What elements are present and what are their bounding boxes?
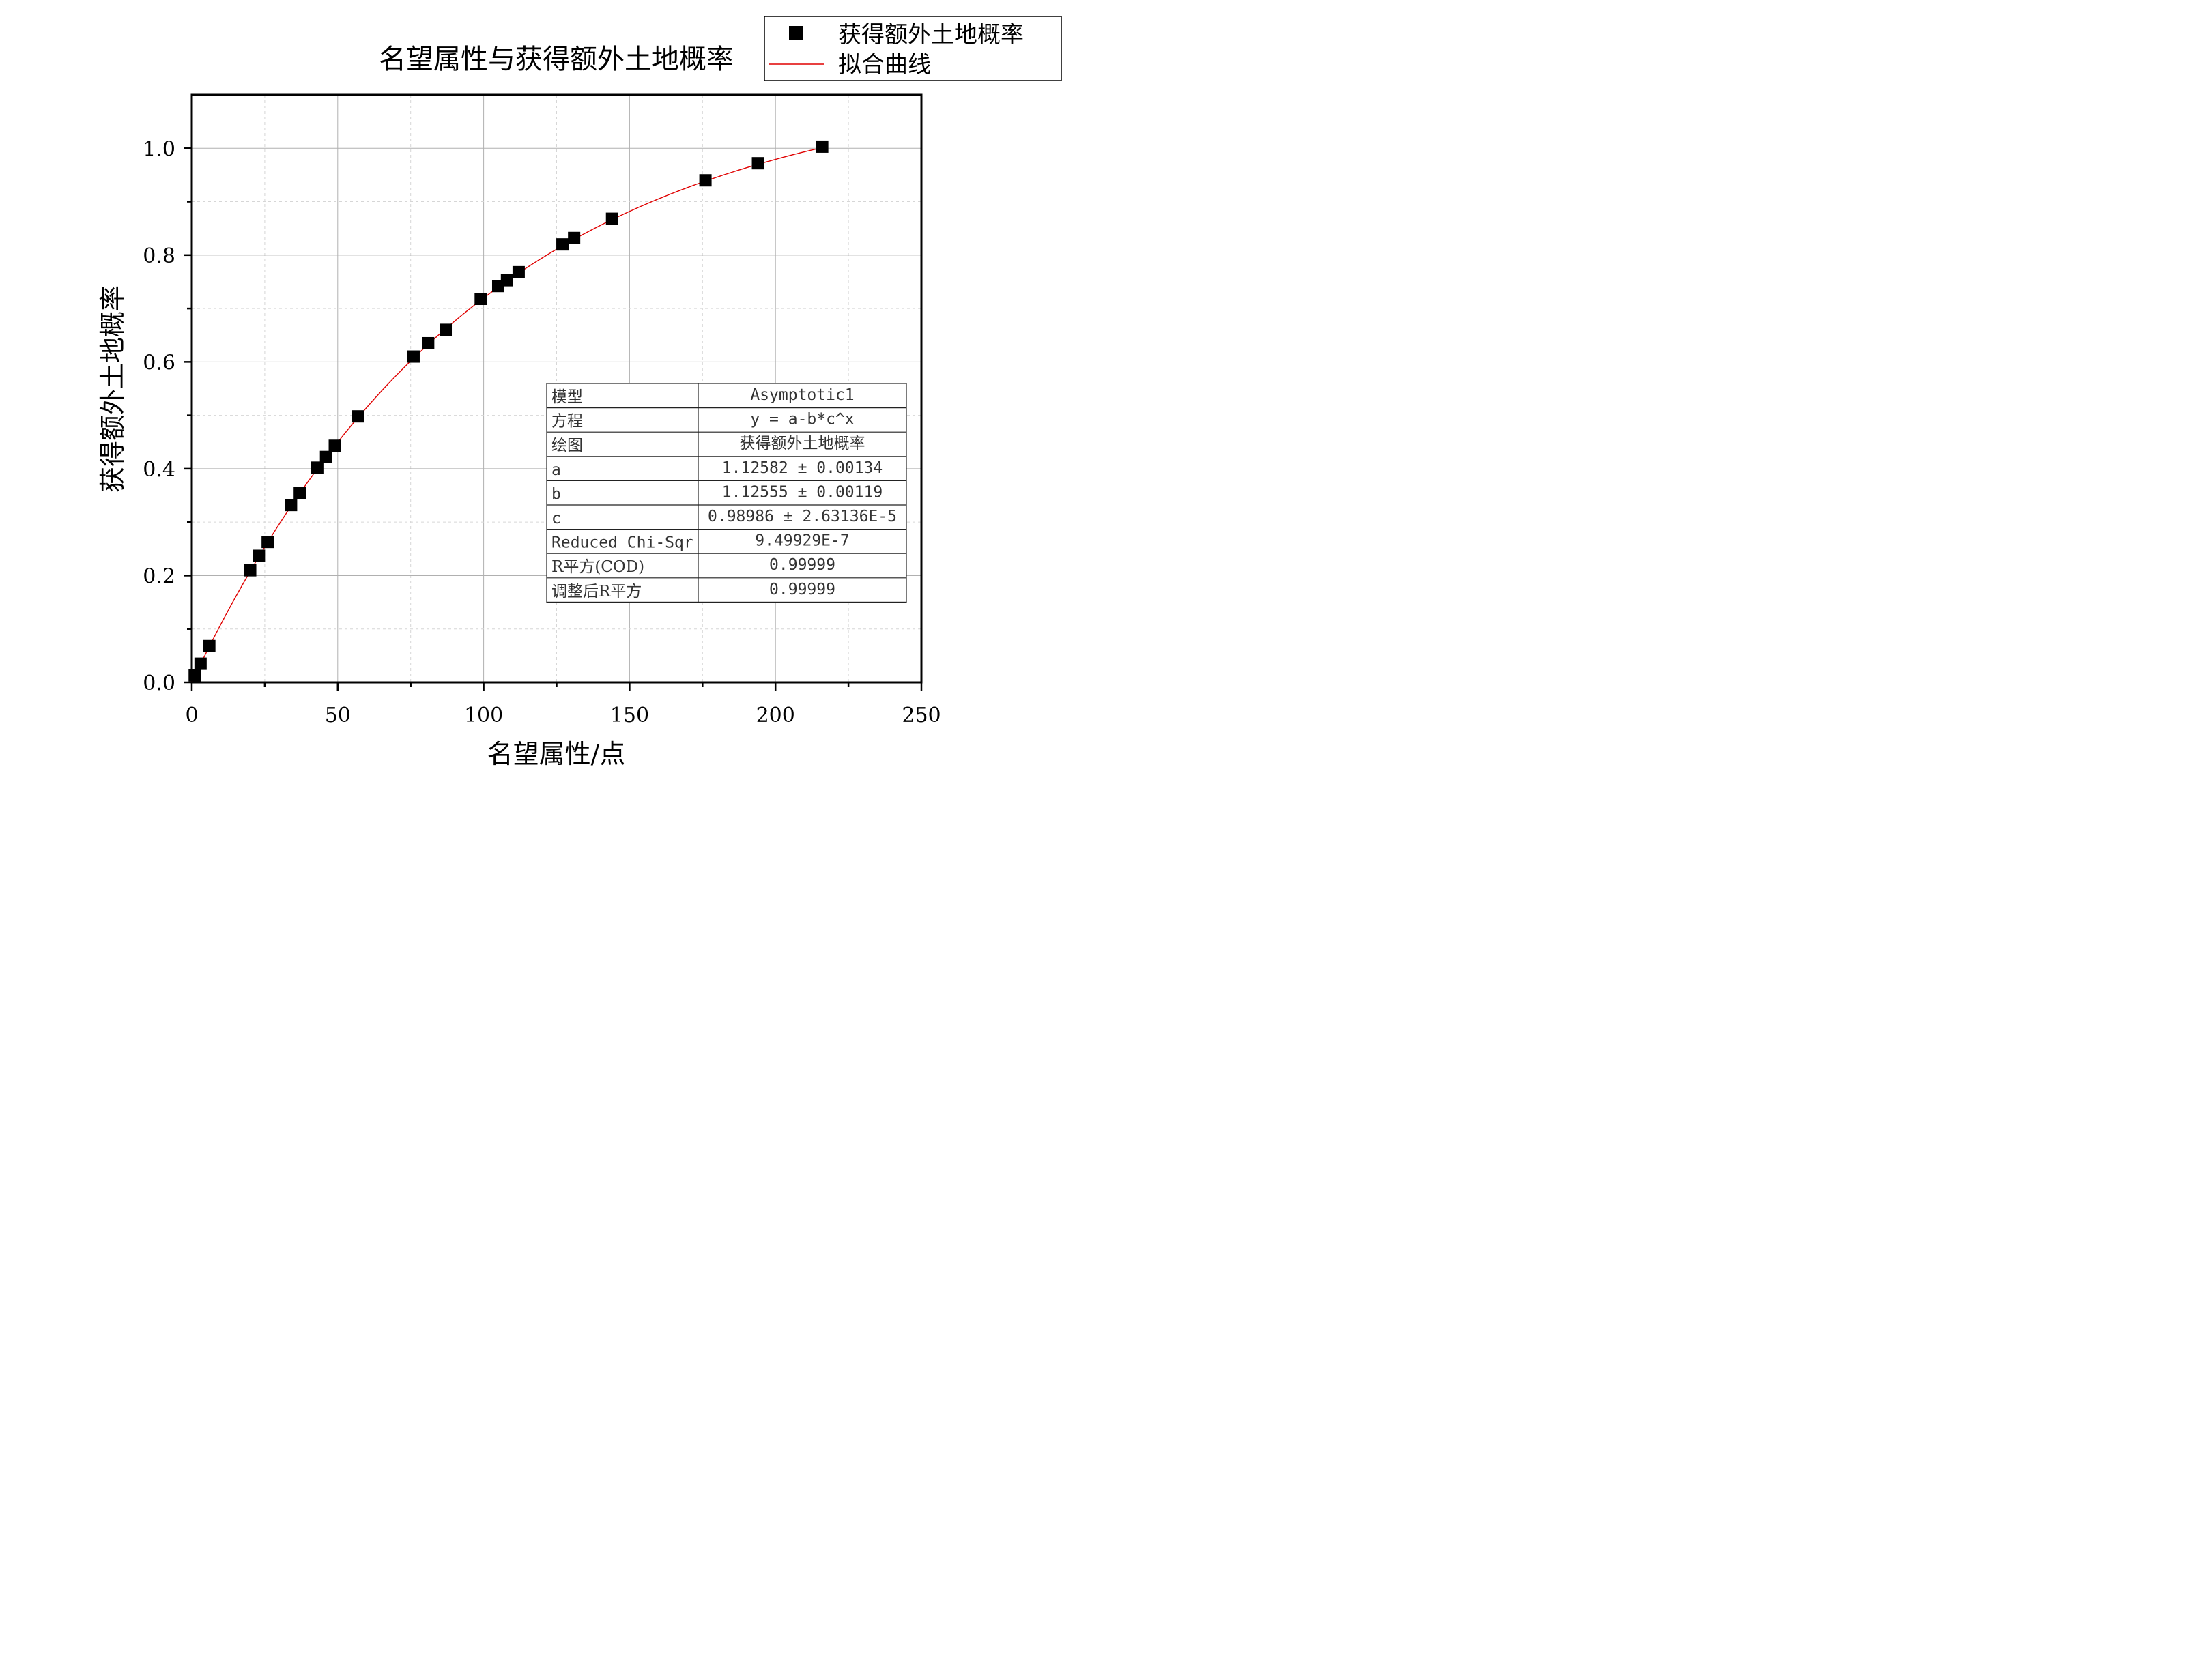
- data-point: [253, 549, 266, 562]
- fit-table-label: c: [551, 510, 561, 527]
- x-tick-label: 0: [185, 704, 198, 727]
- data-point: [311, 461, 324, 474]
- y-tick-label: 0.8: [143, 244, 175, 268]
- data-point: [203, 639, 216, 652]
- y-axis-label: 获得额外土地概率: [98, 285, 128, 493]
- legend: 获得额外土地概率 拟合曲线: [764, 16, 1062, 81]
- data-point: [244, 564, 257, 577]
- fit-table-value: 1.12555 ± 0.00119: [722, 483, 883, 501]
- data-point: [352, 410, 364, 423]
- x-tick-label: 100: [464, 704, 503, 727]
- legend-box: [764, 16, 1062, 81]
- y-tick-label: 0.6: [143, 351, 175, 375]
- x-tick-label: 200: [756, 704, 795, 727]
- fit-table-value: 9.49929E-7: [755, 532, 849, 550]
- x-axis-label: 名望属性/点: [487, 739, 626, 769]
- data-point: [605, 212, 618, 225]
- data-point: [293, 487, 306, 499]
- x-tick-label: 150: [610, 704, 649, 727]
- chart: 0 50 100 150 200 250 0.0 0.2 0.4 0.6 0.8 1.0 名望属性与获…: [98, 16, 1062, 769]
- data-point: [751, 157, 764, 170]
- y-tick-label: 0.4: [143, 458, 175, 482]
- fit-table-value: 0.99999: [769, 581, 835, 598]
- x-tick-label: 50: [325, 704, 351, 727]
- data-point: [556, 238, 569, 251]
- data-point: [328, 439, 341, 452]
- fit-table-value: 0.99999: [769, 556, 835, 574]
- data-point: [285, 499, 298, 512]
- data-point: [407, 350, 420, 363]
- y-tick-label: 0.2: [143, 564, 175, 588]
- fit-table-label: Reduced Chi-Sqr: [551, 534, 693, 552]
- data-point: [194, 657, 207, 670]
- fit-table-value: Asymptotic1: [750, 386, 854, 404]
- fit-table-frame: [546, 383, 907, 603]
- fit-table-label: R平方(COD): [551, 558, 644, 576]
- data-point: [422, 336, 435, 349]
- fit-table-label: 方程: [551, 413, 583, 431]
- legend-label-fit: 拟合曲线: [838, 51, 931, 78]
- fit-table-label: b: [551, 485, 561, 503]
- fit-table-value: 获得额外土地概率: [740, 435, 865, 452]
- fit-table: 模型 Asymptotic1 方程 y = a-b*c^x 绘图 获得额外土地概率 a 1.1…: [546, 383, 907, 603]
- legend-marker-square: [789, 26, 803, 40]
- data-point: [699, 174, 712, 187]
- data-point: [474, 293, 487, 306]
- y-tick-label: 1.0: [143, 137, 175, 161]
- chart-title: 名望属性与获得额外土地概率: [379, 44, 734, 75]
- data-point: [319, 450, 332, 463]
- y-tick-label: 0.0: [143, 671, 175, 695]
- fit-table-value: 1.12582 ± 0.00134: [722, 459, 883, 477]
- data-point: [568, 231, 581, 244]
- fit-table-label: a: [551, 461, 561, 479]
- x-tick-label: 250: [902, 704, 941, 727]
- data-point: [188, 669, 201, 682]
- data-point: [512, 265, 525, 278]
- data-point: [261, 536, 274, 549]
- data-point: [816, 140, 829, 153]
- data-point: [440, 323, 453, 336]
- fit-table-label: 模型: [551, 388, 583, 406]
- legend-label-scatter: 获得额外土地概率: [838, 21, 1024, 48]
- data-points: [188, 140, 829, 682]
- data-point: [500, 274, 513, 287]
- fit-table-label: 调整后R平方: [551, 583, 642, 600]
- fit-table-value: y = a-b*c^x: [750, 411, 854, 429]
- ticks: 0 50 100 150 200 250 0.0 0.2 0.4 0.6 0.8 1.0: [143, 137, 941, 727]
- fit-table-label: 绘图: [551, 437, 583, 454]
- fit-table-value: 0.98986 ± 2.63136E-5: [708, 508, 897, 525]
